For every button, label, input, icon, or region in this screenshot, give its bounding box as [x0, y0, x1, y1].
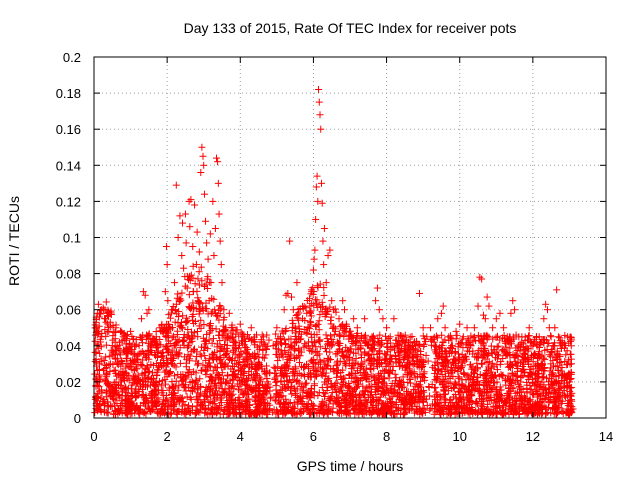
data-point [470, 333, 478, 341]
data-point [558, 364, 566, 372]
data-point [162, 380, 170, 388]
data-point [316, 356, 324, 364]
y-tick-label: 0.04 [56, 339, 81, 354]
x-tick-label: 6 [310, 429, 317, 444]
data-point [464, 372, 472, 380]
y-tick-label: 0.18 [56, 86, 81, 101]
data-point [170, 332, 178, 340]
data-point [547, 332, 555, 340]
y-tick-label: 0 [74, 411, 81, 426]
data-point [91, 337, 99, 345]
x-tick-label: 8 [383, 429, 390, 444]
data-point [307, 370, 315, 378]
x-tick-label: 12 [526, 429, 540, 444]
data-point [315, 317, 323, 325]
data-point [221, 326, 229, 334]
data-point [100, 356, 108, 364]
data-point [336, 332, 344, 340]
data-point [162, 354, 170, 362]
data-point [354, 333, 362, 341]
x-tick-label: 10 [452, 429, 466, 444]
data-point [247, 364, 255, 372]
data-point [191, 280, 199, 288]
data-point [495, 352, 503, 360]
y-tick-label: 0.16 [56, 122, 81, 137]
data-point [91, 357, 99, 365]
x-tick-label: 2 [164, 429, 171, 444]
data-point [216, 328, 224, 336]
data-point [197, 366, 205, 374]
chart-title: Day 133 of 2015, Rate Of TEC Index for r… [184, 20, 517, 36]
data-point [179, 312, 187, 320]
data-point [289, 376, 297, 384]
y-axis-label: ROTI / TECUs [6, 196, 22, 286]
data-point [281, 336, 289, 344]
data-point [460, 370, 468, 378]
data-point [391, 370, 399, 378]
data-point [442, 372, 450, 380]
data-point [493, 332, 501, 340]
data-point [368, 382, 376, 390]
data-point [462, 376, 470, 384]
data-point [301, 381, 309, 389]
data-point [110, 367, 118, 375]
y-tick-label: 0.12 [56, 194, 81, 209]
data-point [279, 392, 287, 400]
data-point [260, 354, 268, 362]
y-tick-label: 0.06 [56, 303, 81, 318]
data-point [440, 376, 448, 384]
data-point [209, 367, 217, 375]
data-point [306, 325, 314, 333]
data-point [328, 389, 336, 397]
data-point [203, 330, 211, 338]
grid-lines [94, 57, 606, 418]
data-points [91, 85, 577, 418]
data-point [303, 309, 311, 317]
data-point [556, 334, 564, 342]
data-point [198, 277, 206, 285]
data-point [292, 329, 300, 337]
y-tick-label: 0.08 [56, 267, 81, 282]
data-point [183, 393, 191, 401]
y-tick-label: 0.02 [56, 375, 81, 390]
data-point [102, 341, 110, 349]
data-point [327, 313, 335, 321]
data-point [512, 389, 520, 397]
data-point [330, 331, 338, 339]
data-point [320, 291, 328, 299]
y-tick-label: 0.1 [63, 231, 81, 246]
y-tick-label: 0.14 [56, 158, 81, 173]
y-tick-label: 0.2 [63, 50, 81, 65]
data-point [398, 362, 406, 370]
x-axis-label: GPS time / hours [297, 458, 404, 474]
x-tick-label: 4 [237, 429, 244, 444]
data-point [102, 353, 110, 361]
data-point [442, 382, 450, 390]
x-tick-label: 0 [90, 429, 97, 444]
data-point [163, 373, 171, 381]
data-point [91, 370, 99, 378]
data-point [289, 369, 297, 377]
data-point [288, 390, 296, 398]
data-point [538, 374, 546, 382]
data-point [312, 371, 320, 379]
data-point [158, 353, 166, 361]
data-point [176, 359, 184, 367]
x-tick-label: 14 [599, 429, 613, 444]
data-point [423, 401, 431, 409]
